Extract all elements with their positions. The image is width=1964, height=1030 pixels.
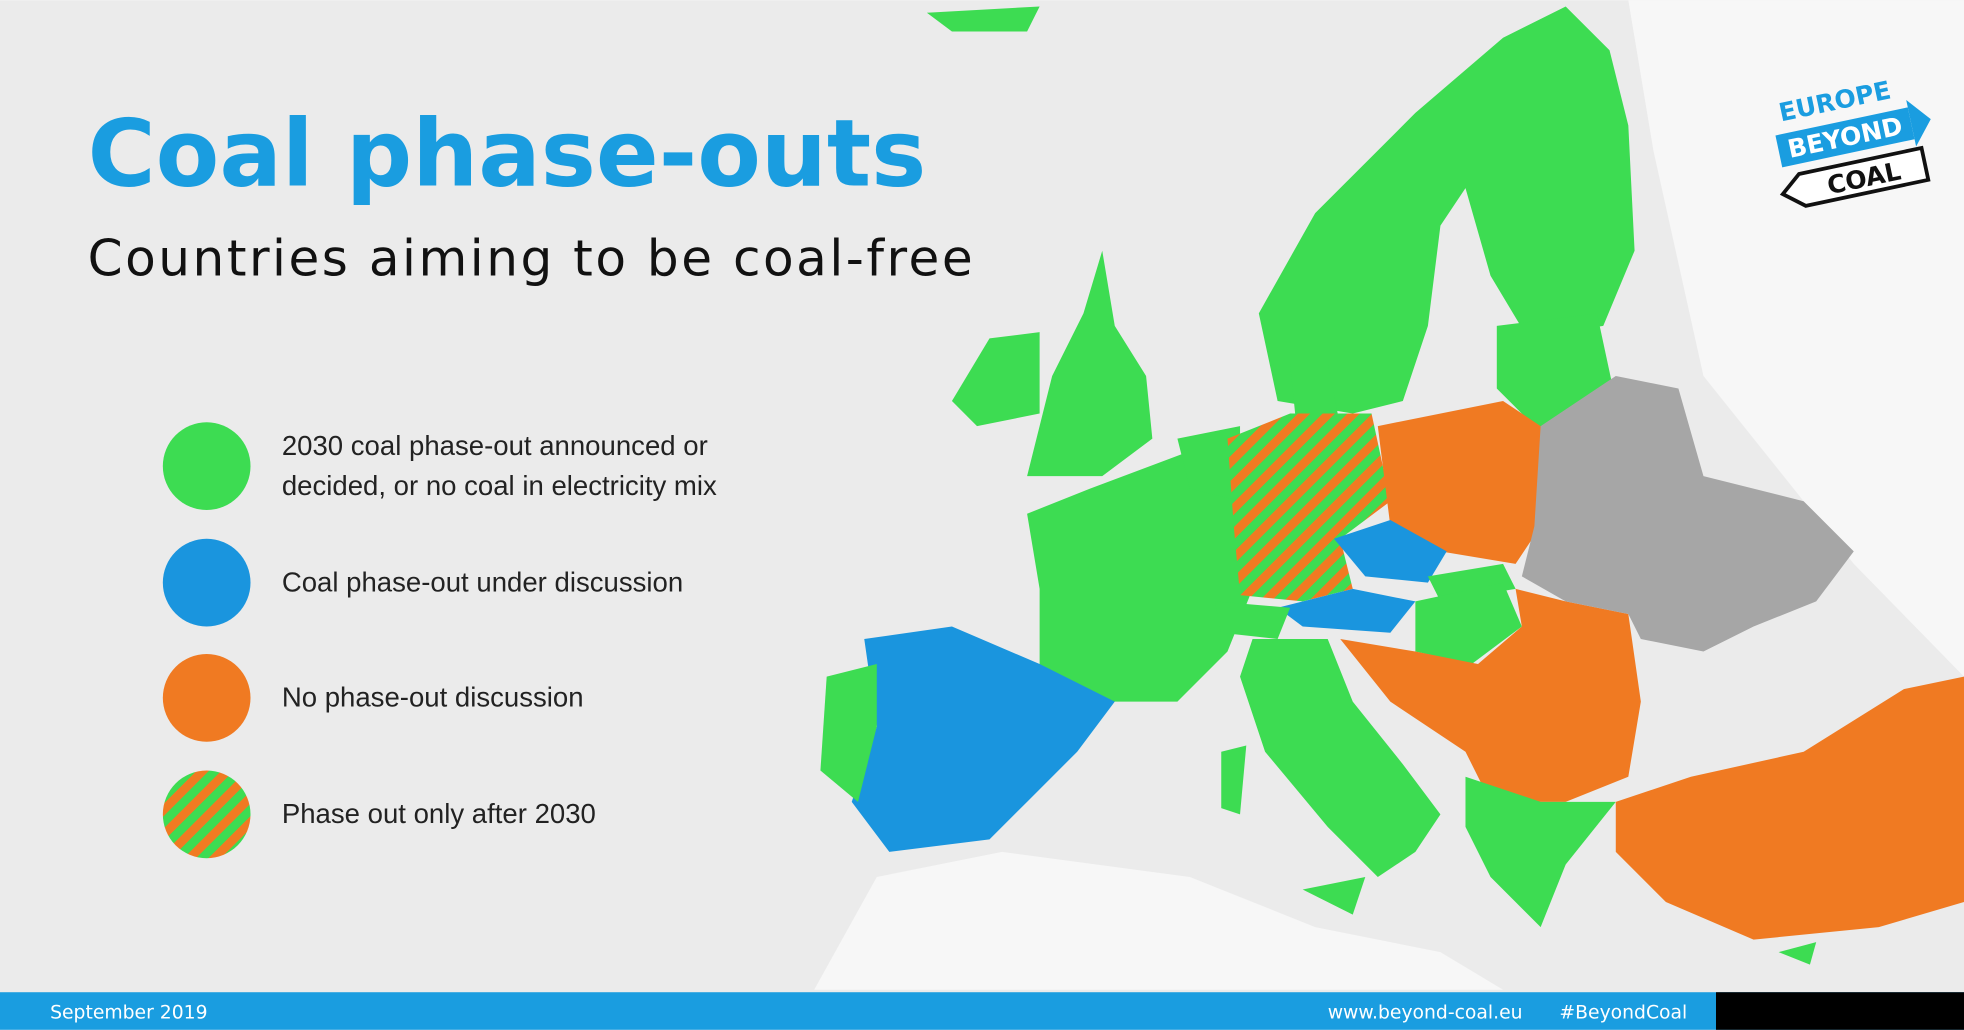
logo-band (1775, 107, 1915, 168)
italy (1240, 639, 1441, 877)
sardinia (1221, 745, 1247, 815)
legend-label-box: 2030 coal phase-out announced or decided… (282, 416, 783, 516)
legend-label: Coal phase-out under discussion (281, 566, 684, 598)
scandinavia (1258, 6, 1635, 414)
portugal (820, 664, 877, 802)
footer-bar (0, 992, 1964, 1030)
austria (1277, 588, 1416, 633)
legend-swatch (162, 538, 251, 627)
legend-swatch (162, 770, 251, 859)
legend-label: 2030 coal phase-out announced or decided… (281, 429, 717, 502)
legend-label-wrap: Coal phase-out under discussion (282, 533, 783, 633)
legend-label-box: No phase-out discussion (282, 648, 783, 748)
ireland (951, 332, 1040, 427)
footer-black (1715, 992, 1964, 1030)
footer-hashtag: #BeyondCoal (1559, 1003, 1687, 1024)
czechia (1333, 520, 1447, 583)
legend-swatch (162, 654, 251, 742)
land-africa (814, 851, 1504, 990)
logo-arrow (1906, 99, 1931, 147)
legend-label: Phase out only after 2030 (281, 798, 596, 830)
legend-label: No phase-out discussion (281, 681, 584, 713)
subtitle: Countries aiming to be coal-free (88, 229, 975, 288)
legend-label-box: Phase out only after 2030 (282, 764, 783, 864)
cyprus (1778, 942, 1817, 965)
denmark (1290, 363, 1341, 427)
sicily (1302, 876, 1366, 915)
legend-label-wrap: No phase-out discussion (282, 648, 783, 748)
spain (851, 626, 1115, 852)
footer-date: September 2019 (50, 1003, 207, 1024)
legend: 2030 coal phase-out announced or decided… (162, 416, 783, 864)
benelux (1177, 426, 1241, 502)
hungary (1415, 582, 1522, 665)
uk (1027, 250, 1153, 477)
legend-label-wrap: 2030 coal phase-out announced or decided… (282, 416, 783, 516)
switzerland (1214, 601, 1291, 640)
ukraine-belarus (1521, 375, 1854, 652)
legend-swatch (162, 422, 251, 510)
balkans (1340, 588, 1641, 802)
logo-arrow-back (1779, 145, 1931, 208)
legend-label-wrap: Phase out only after 2030 (282, 764, 783, 864)
footer-website: www.beyond-coal.eu (1328, 1003, 1523, 1024)
greece (1465, 776, 1616, 928)
poland (1377, 401, 1541, 564)
legend-label-box: Coal phase-out under discussion (282, 533, 783, 633)
title: Coal phase-outs (88, 100, 927, 208)
turkey (1615, 676, 1964, 940)
iceland (926, 6, 1040, 32)
map (814, 0, 1964, 990)
germany (1227, 413, 1391, 602)
france (1027, 451, 1253, 702)
